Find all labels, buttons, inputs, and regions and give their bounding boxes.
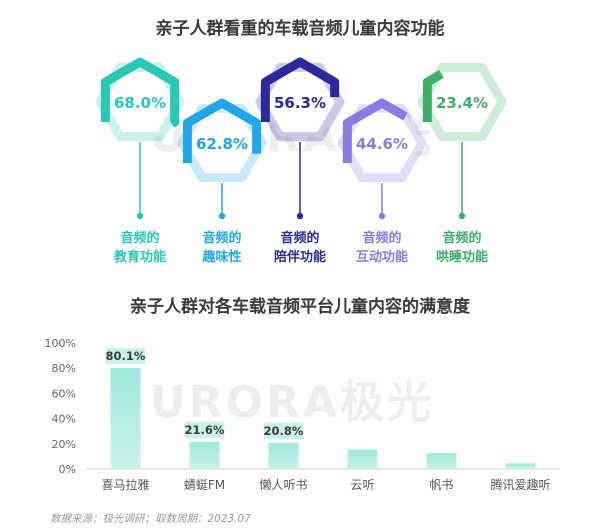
hexagon-track-3 <box>337 103 427 183</box>
bar-value-label-2: 20.8% <box>264 424 304 438</box>
hexagon-track-2 <box>255 62 345 142</box>
chart-title-satisfaction: 亲子人群对各车载音频平台儿童内容的满意度 <box>130 297 470 317</box>
hexagon-value-label-2: 56.3% <box>274 94 326 112</box>
function-label-line-3-0: 音频的 <box>362 231 402 246</box>
x-tick-label-2: 懒人听书 <box>259 478 307 492</box>
hexagon-value-0 <box>100 57 180 147</box>
function-label-line-4-1: 哄睡功能 <box>435 250 488 265</box>
hexagon-value-label-4: 23.4% <box>436 94 488 112</box>
x-tick-label-4: 帆书 <box>429 477 453 492</box>
bar-4 <box>426 453 457 469</box>
bar-5 <box>505 463 536 469</box>
hexagon-value-2 <box>260 57 340 147</box>
x-tick-label-3: 云听 <box>350 478 374 492</box>
function-label-line-0-1: 教育功能 <box>113 250 166 265</box>
bar-value-box-2 <box>263 422 304 439</box>
y-tick-label-0: 0% <box>59 463 76 476</box>
function-label-4: 音频的 哄睡功能 <box>417 229 507 267</box>
function-label-line-1-1: 趣味性 <box>202 250 242 265</box>
hexagon-value-label-3: 44.6% <box>356 135 408 153</box>
connector-dot-3 <box>378 212 386 220</box>
connector-dot-4 <box>458 212 466 220</box>
y-tick-label-3: 60% <box>52 387 76 400</box>
bar-value-label-1: 21.6% <box>185 423 225 437</box>
bar-2 <box>268 442 299 469</box>
bar-1 <box>189 441 220 469</box>
y-tick-label-2: 40% <box>52 413 76 426</box>
connector-dot-0 <box>136 212 144 220</box>
connector-dot-2 <box>296 212 304 220</box>
hexagon-value-3 <box>342 98 422 188</box>
hexagon-track-0 <box>95 62 185 142</box>
hexagon-value-label-0: 68.0% <box>114 94 166 112</box>
hexagon-value-label-1: 62.8% <box>196 135 248 153</box>
hexagon-track-4 <box>417 62 507 142</box>
connector-dot-1 <box>218 212 226 220</box>
bar-3 <box>347 449 378 469</box>
function-label-line-1-0: 音频的 <box>202 231 242 246</box>
bar-value-label-0: 80.1% <box>106 349 146 363</box>
hexagon-value-4 <box>422 57 502 147</box>
function-label-line-4-0: 音频的 <box>442 231 482 246</box>
x-tick-label-1: 蜻蜓FM <box>184 478 225 492</box>
function-label-line-0-0: 音频的 <box>120 231 160 246</box>
function-label-line-2-0: 音频的 <box>280 231 320 246</box>
bar-0 <box>110 368 141 469</box>
y-tick-label-5: 100% <box>45 337 76 350</box>
watermark-bottom: URORA极光 <box>150 377 434 428</box>
function-label-2: 音频的 陪伴功能 <box>255 229 345 267</box>
function-label-0: 音频的 教育功能 <box>95 229 185 267</box>
hexagon-value-1 <box>182 98 262 188</box>
bar-value-box-1 <box>184 421 225 438</box>
x-tick-label-0: 喜马拉雅 <box>101 477 149 492</box>
hexagon-track-1 <box>177 103 267 183</box>
x-tick-label-5: 腾讯爱趣听 <box>490 477 550 492</box>
chart-title-functions: 亲子人群看重的车载音频儿童内容功能 <box>155 19 445 39</box>
bar-value-box-0 <box>105 348 146 365</box>
source-note: 数据来源：极光调研；取数周期：2023.07 <box>50 513 251 525</box>
y-tick-label-1: 20% <box>52 438 76 451</box>
function-label-1: 音频的 趣味性 <box>177 229 267 267</box>
function-label-line-2-1: 陪伴功能 <box>273 250 326 265</box>
y-tick-label-4: 80% <box>52 362 76 375</box>
function-label-3: 音频的 互动功能 <box>337 229 427 267</box>
function-label-line-3-1: 互动功能 <box>355 250 408 265</box>
